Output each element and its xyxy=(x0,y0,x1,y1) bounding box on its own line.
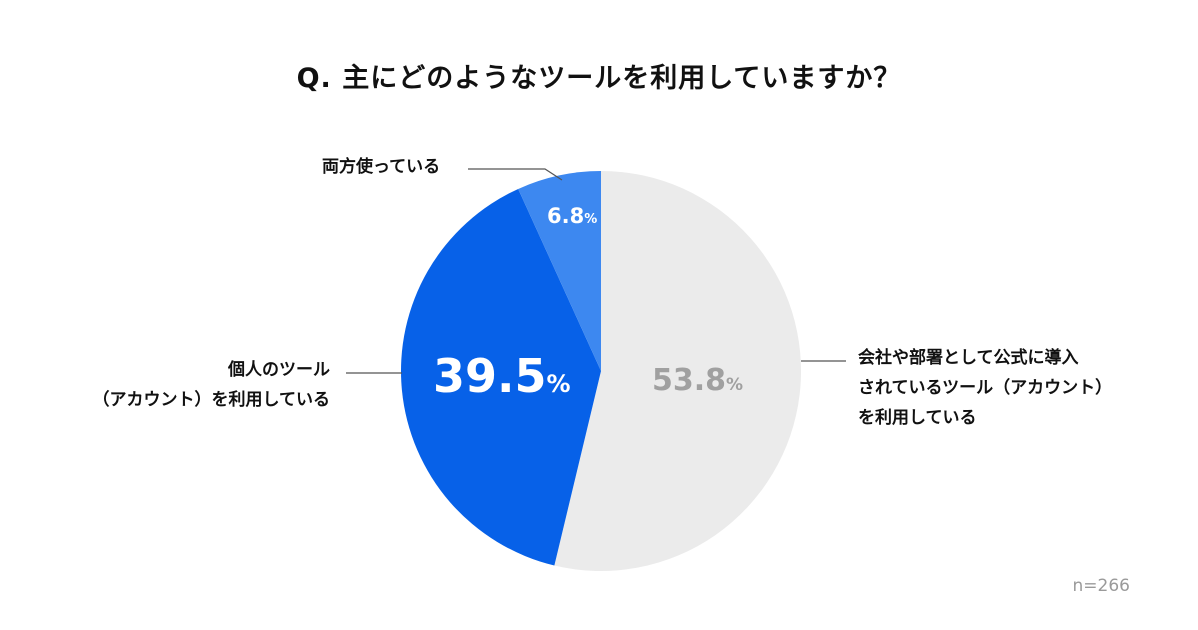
label-company-line-2: されているツール（アカウント） xyxy=(858,378,1113,398)
value-number-company: 53.8 xyxy=(652,363,726,398)
value-unit-personal: % xyxy=(547,370,571,398)
value-label-both: 6.8% xyxy=(547,204,597,228)
label-personal-line-1: 個人のツール xyxy=(228,360,330,380)
sample-size-note: n=266 xyxy=(1072,576,1130,596)
leader-line-both xyxy=(468,168,563,181)
pie-slice-both xyxy=(518,171,601,371)
label-personal-line-2: （アカウント）を利用している xyxy=(92,390,331,410)
value-unit-company: % xyxy=(726,375,743,395)
value-number-both: 6.8 xyxy=(547,204,584,228)
value-number-personal: 39.5 xyxy=(433,349,547,403)
chart-title: Q. 主にどのようなツールを利用していますか？ xyxy=(296,63,902,94)
pie-slice-company-tool xyxy=(554,171,802,572)
label-company-line-1: 会社や部署として公式に導入 xyxy=(858,348,1079,368)
label-personal-tool: 個人のツール （アカウント）を利用している xyxy=(93,355,331,415)
label-company-tool: 会社や部署として公式に導入 されているツール（アカウント） を利用している xyxy=(858,343,1112,433)
label-both-line-1: 両方使っている xyxy=(322,157,441,177)
label-both: 両方使っている xyxy=(322,152,440,182)
value-unit-both: % xyxy=(584,212,597,227)
pie-slice-personal-tool xyxy=(401,188,601,566)
value-label-personal-tool: 39.5% xyxy=(433,349,571,403)
value-label-company-tool: 53.8% xyxy=(652,363,743,398)
label-company-line-3: を利用している xyxy=(858,408,977,428)
